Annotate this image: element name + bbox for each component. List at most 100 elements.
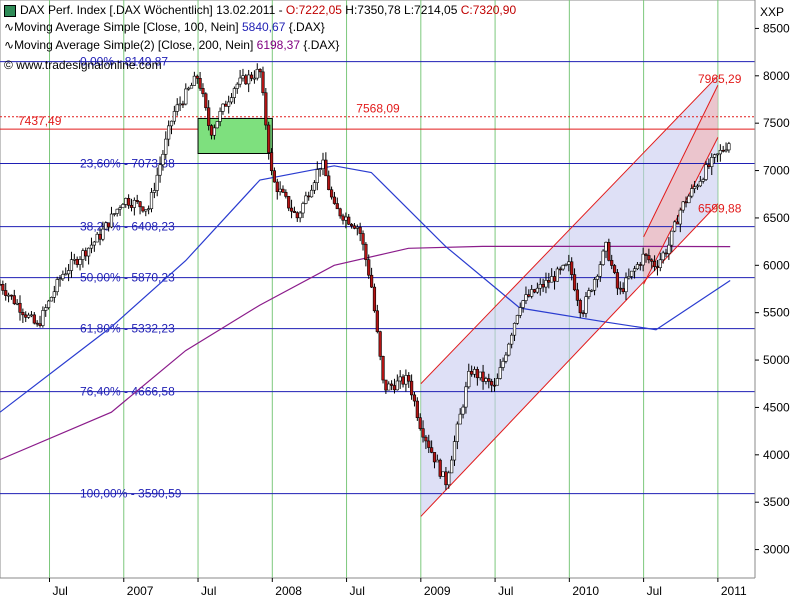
candle-body: [398, 376, 402, 382]
candle-body: [567, 261, 571, 265]
candle-body: [644, 253, 648, 256]
candle-body: [272, 170, 277, 183]
candle-body: [141, 206, 145, 212]
candle-body: [515, 315, 519, 324]
candle-body: [507, 343, 511, 356]
fib-label: 0,00% - 8149,87: [80, 55, 168, 69]
candle-body: [167, 125, 171, 140]
candle-body: [347, 216, 351, 225]
candle-body: [235, 83, 239, 89]
candle-body: [592, 279, 597, 291]
candle-body: [161, 153, 165, 166]
candle-body: [578, 300, 582, 314]
candle-body: [421, 428, 425, 438]
candle-body: [258, 68, 262, 73]
y-tick-label: 8500: [763, 21, 790, 35]
candle-body: [472, 369, 477, 375]
candle-body: [464, 386, 468, 408]
candle-body: [558, 268, 562, 271]
candle-body: [227, 101, 231, 107]
candle-body: [92, 241, 96, 246]
fib-label: 76,40% - 4666,58: [80, 385, 175, 399]
candle-body: [67, 270, 71, 275]
candle-body: [132, 200, 136, 208]
candle-body: [44, 307, 48, 311]
candle-body: [164, 138, 168, 155]
candle-body: [461, 406, 465, 415]
candle-body: [247, 74, 251, 85]
x-tick-label: Jul: [53, 584, 68, 598]
candle-body: [181, 103, 185, 106]
candle-body: [355, 226, 359, 229]
candle-body: [678, 209, 682, 225]
ma100-value: 5840,67: [241, 20, 286, 34]
candle-body: [278, 188, 282, 193]
candle-body: [604, 241, 608, 252]
y-tick-label: 3500: [763, 495, 790, 509]
outer-channel-lower: [420, 203, 719, 517]
candle-body: [218, 111, 222, 122]
candle-body: [724, 149, 728, 152]
high-value: H:7350,78: [341, 3, 401, 17]
candle-body: [524, 294, 528, 301]
candle-body: [510, 334, 514, 345]
candle-body: [675, 221, 680, 225]
candle-body: [650, 259, 654, 262]
candle-body: [450, 459, 454, 474]
candle-body: [224, 103, 228, 107]
candle-body: [35, 322, 39, 325]
candle-body: [118, 207, 122, 210]
candle-body: [430, 447, 434, 453]
candle-body: [175, 104, 179, 112]
candle-body: [681, 201, 685, 211]
candle-body: [289, 207, 294, 212]
x-tick-label: Jul: [350, 584, 365, 598]
candle-body: [718, 150, 722, 155]
y-tick-label: 3000: [763, 543, 790, 557]
candle-body: [630, 270, 634, 277]
open-value: O:7222,05: [285, 3, 342, 17]
candle-body: [6, 294, 11, 297]
candle-body: [232, 88, 236, 98]
candle-body: [298, 212, 302, 219]
candle-body: [284, 191, 288, 197]
candle-body: [392, 385, 397, 391]
candle-body: [607, 241, 611, 261]
candle-body: [432, 452, 437, 463]
candle-body: [587, 290, 591, 298]
candle-body: [249, 74, 254, 79]
candle-body: [69, 259, 74, 271]
candle-body: [721, 150, 725, 152]
candle-body: [15, 302, 19, 305]
candle-body: [64, 273, 68, 276]
candle-body: [149, 192, 154, 210]
candle-body: [610, 260, 614, 266]
candle-body: [418, 417, 422, 429]
candle-body: [521, 300, 525, 308]
symbol-icon: [4, 4, 16, 17]
ma100-label: Moving Average Simple [Close, 100, Nein]: [14, 20, 239, 34]
candle-body: [144, 209, 148, 212]
candle-body: [255, 68, 259, 79]
candle-body: [601, 250, 605, 265]
candle-body: [212, 127, 216, 136]
candle-body: [658, 259, 662, 268]
candle-body: [238, 77, 242, 85]
x-axis-panel: [0, 578, 800, 600]
candle-body: [635, 264, 640, 270]
candle-body: [127, 198, 131, 206]
candle-body: [367, 259, 371, 276]
channel-label: 6599,88: [698, 201, 742, 215]
candle-body: [378, 331, 382, 357]
candle-body: [641, 253, 645, 266]
candle-body: [192, 75, 196, 86]
candle-body: [535, 287, 539, 293]
candle-body: [95, 233, 99, 243]
candle-body: [352, 225, 357, 229]
candle-body: [552, 276, 557, 282]
candle-body: [572, 274, 577, 291]
candle-body: [264, 92, 268, 126]
candle-body: [564, 264, 568, 266]
candle-body: [590, 289, 594, 292]
candle-body: [661, 252, 665, 261]
